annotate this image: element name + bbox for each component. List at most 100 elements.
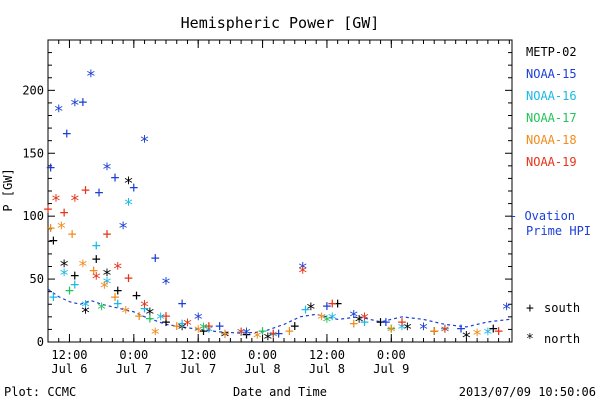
point-metp-02: * [80, 304, 90, 324]
x-tick-time-label: 0:00 [248, 348, 277, 362]
point-noaa-15: + [129, 178, 138, 196]
point-metp-02: + [132, 287, 141, 305]
point-metp-02: + [242, 326, 251, 344]
point-noaa-16: + [360, 313, 369, 331]
point-noaa-16: + [237, 323, 246, 341]
x-tick-date-label: Jul 7 [116, 362, 152, 376]
point-noaa-16: + [440, 319, 449, 337]
legend-item-noaa-16: NOAA-16 [526, 89, 577, 103]
point-metp-02: * [177, 320, 187, 340]
point-noaa-19: * [359, 310, 369, 330]
point-metp-02: + [290, 317, 299, 335]
point-noaa-17: * [97, 300, 107, 320]
point-noaa-15: * [86, 67, 96, 87]
point-noaa-15: + [381, 313, 390, 331]
point-noaa-17: * [198, 320, 208, 340]
point-noaa-16: * [397, 320, 407, 340]
point-metp-02: * [461, 329, 471, 349]
point-noaa-15: * [54, 102, 64, 122]
point-noaa-15: + [78, 93, 87, 111]
point-noaa-17: * [322, 312, 332, 332]
point-noaa-19: + [102, 225, 111, 243]
legend-item-noaa-18: NOAA-18 [526, 133, 577, 147]
point-noaa-15: + [111, 168, 120, 186]
footer-timestamp: 2013/07/09 10:50:06 [459, 385, 596, 399]
point-noaa-19: + [60, 204, 69, 222]
point-noaa-19: + [269, 324, 278, 342]
point-noaa-16: * [123, 195, 133, 215]
point-noaa-18: + [172, 317, 181, 335]
legend: METP-02 NOAA-15 NOAA-16 NOAA-17 NOAA-18 NOAA-… [510, 45, 591, 347]
y-tick-label: 100 [22, 209, 44, 223]
point-noaa-19: * [139, 297, 149, 317]
point-noaa-16: * [268, 327, 278, 347]
point-metp-02: + [70, 267, 79, 285]
y-axis-label: P [GW] [1, 168, 15, 211]
point-noaa-18: * [78, 257, 88, 277]
point-metp-02: + [199, 322, 208, 340]
point-noaa-16: + [301, 301, 310, 319]
point-noaa-18: * [56, 219, 66, 239]
point-noaa-16: * [102, 275, 112, 295]
point-noaa-19: * [182, 316, 192, 336]
point-noaa-18: * [316, 310, 326, 330]
point-metp-02: + [333, 294, 342, 312]
point-noaa-15: + [151, 249, 160, 267]
point-noaa-18: * [252, 329, 262, 349]
legend-item-metp-02: METP-02 [526, 45, 577, 59]
point-noaa-17: + [145, 309, 154, 327]
point-metp-02: * [263, 330, 273, 350]
point-metp-02: + [430, 322, 439, 340]
point-metp-02: + [489, 319, 498, 337]
point-metp-02: + [161, 313, 170, 331]
y-tick-label: 50 [30, 272, 44, 286]
point-noaa-15: * [118, 219, 128, 239]
point-noaa-18: * [121, 304, 131, 324]
legend-south-label: south [544, 301, 580, 315]
point-noaa-15: + [457, 319, 466, 337]
x-tick-date-label: Jul 8 [309, 362, 345, 376]
point-noaa-19: * [298, 263, 308, 283]
point-noaa-17: + [258, 322, 267, 340]
point-noaa-15: * [298, 260, 308, 280]
point-noaa-19: * [113, 260, 123, 280]
legend-ovation-line1: - Ovation [510, 209, 575, 223]
point-metp-02: * [102, 266, 112, 286]
point-noaa-18: + [349, 314, 358, 332]
x-tick-time-label: 12:00 [180, 348, 216, 362]
x-tick-time-label: 12:00 [51, 348, 87, 362]
legend-item-noaa-15: NOAA-15 [526, 67, 577, 81]
point-noaa-19: * [70, 192, 80, 212]
point-metp-02: + [376, 313, 385, 331]
point-noaa-19: + [204, 317, 213, 335]
point-noaa-19: * [51, 192, 61, 212]
point-metp-02: * [306, 300, 316, 320]
y-tick-label: 150 [22, 146, 44, 160]
point-noaa-19: + [43, 200, 52, 218]
point-noaa-15: * [241, 325, 251, 345]
point-noaa-16: * [59, 266, 69, 286]
x-tick-time-label: 0:00 [119, 348, 148, 362]
point-noaa-16: + [178, 314, 187, 332]
point-noaa-15: + [46, 158, 55, 176]
legend-north-label: north [544, 332, 580, 346]
point-noaa-15: * [70, 96, 80, 116]
x-tick-date-label: Jul 6 [51, 362, 87, 376]
point-noaa-19: + [494, 322, 503, 340]
point-noaa-16: + [92, 236, 101, 254]
point-noaa-18: + [68, 225, 77, 243]
point-noaa-15: + [215, 317, 224, 335]
point-metp-02: * [402, 320, 412, 340]
legend-item-noaa-17: NOAA-17 [526, 111, 577, 125]
data-points: +* +*+*+*+* + * + * + *+* +* + * + *++*+*+*+*+*+*+*+… [43, 67, 511, 350]
x-axis-label: Date and Time [233, 385, 327, 399]
point-metp-02: * [354, 312, 364, 332]
legend-item-noaa-19: NOAA-19 [526, 155, 577, 169]
point-noaa-18: + [430, 322, 439, 340]
point-noaa-18: + [89, 262, 98, 280]
point-metp-02: * [220, 327, 230, 347]
point-noaa-18: * [99, 278, 109, 298]
